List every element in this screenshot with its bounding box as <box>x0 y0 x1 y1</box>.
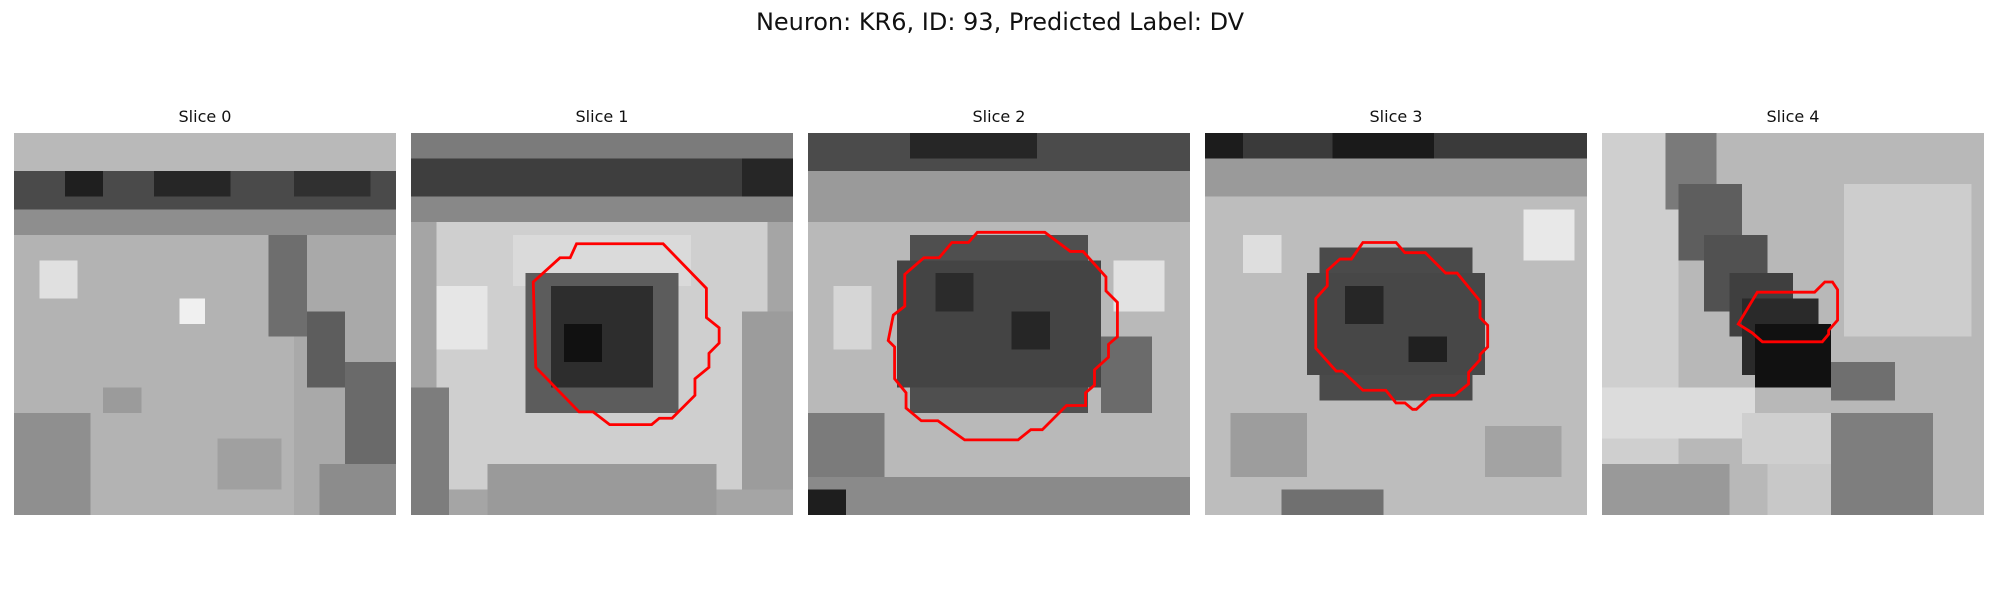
slice-image <box>411 133 793 515</box>
roi-contour <box>1736 280 1839 344</box>
slice-image <box>1602 133 1984 515</box>
slice-image <box>14 133 396 515</box>
slice-image <box>1205 133 1587 515</box>
roi-contour <box>886 230 1119 442</box>
slice-title: Slice 3 <box>1369 107 1423 126</box>
slice-image <box>808 133 1190 515</box>
roi-contour <box>1314 241 1490 411</box>
slice-panel-2: Slice 2 <box>808 106 1190 515</box>
slice-panel-4: Slice 4 <box>1602 106 1984 515</box>
slice-panel-1: Slice 1 <box>411 106 793 515</box>
slice-title: Slice 1 <box>575 107 629 126</box>
slice-panel-0: Slice 0 <box>14 106 396 515</box>
slice-title: Slice 0 <box>178 107 232 126</box>
roi-contour <box>531 242 721 426</box>
figure-title: Neuron: KR6, ID: 93, Predicted Label: DV <box>755 8 1245 36</box>
slice-title: Slice 2 <box>972 107 1026 126</box>
slice-title: Slice 4 <box>1766 107 1820 126</box>
slice-panel-3: Slice 3 <box>1205 106 1587 515</box>
